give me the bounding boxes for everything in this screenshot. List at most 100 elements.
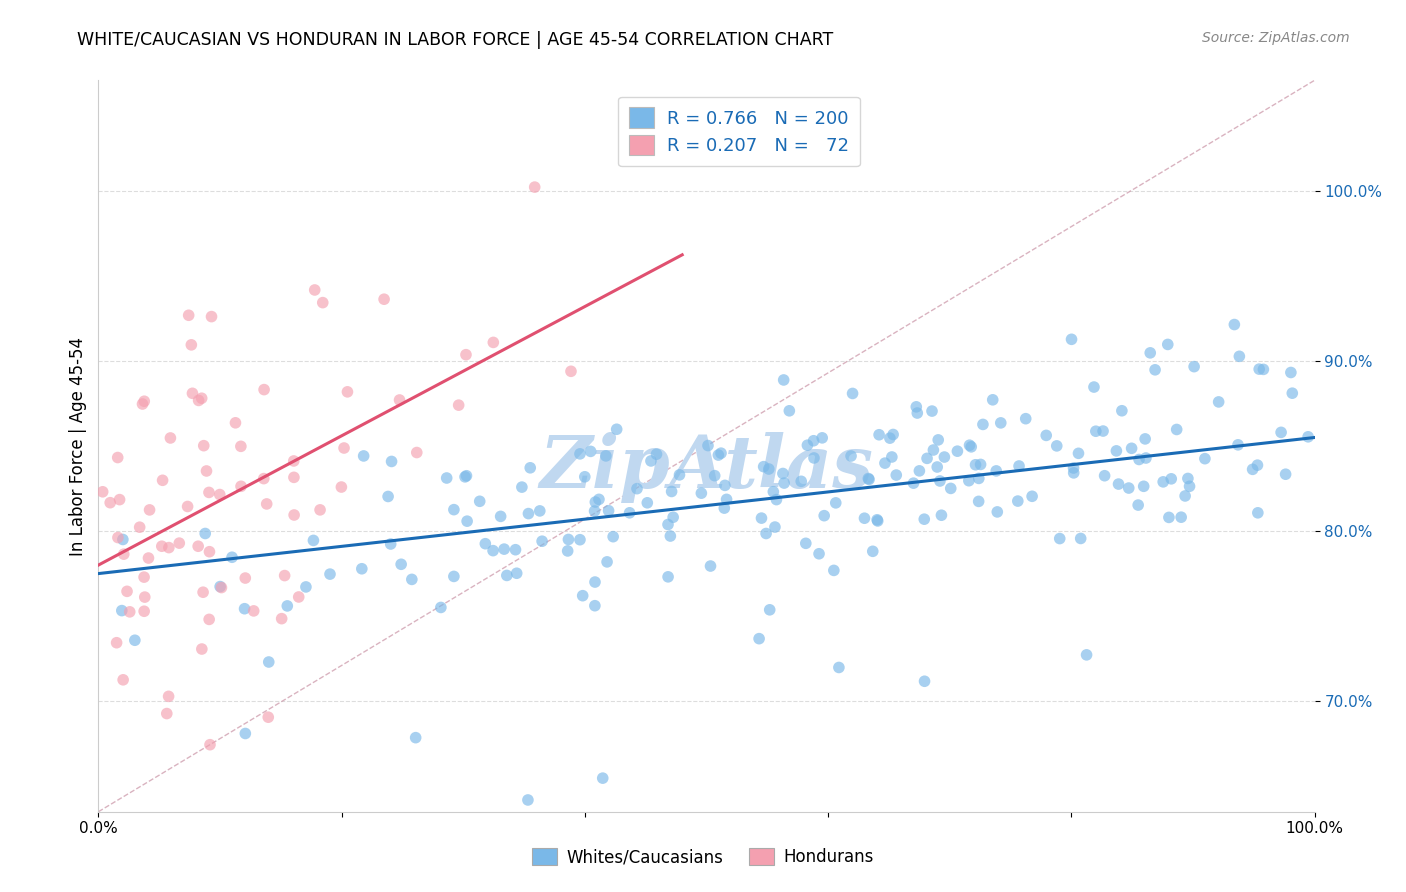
Point bbox=[934, 450, 956, 464]
Point bbox=[758, 603, 780, 617]
Point bbox=[606, 422, 628, 436]
Point bbox=[181, 386, 204, 401]
Point bbox=[765, 492, 787, 507]
Point bbox=[187, 539, 209, 553]
Point bbox=[456, 468, 478, 483]
Point bbox=[489, 509, 512, 524]
Point bbox=[967, 494, 990, 508]
Point bbox=[233, 601, 256, 615]
Point bbox=[474, 537, 496, 551]
Point bbox=[772, 373, 794, 387]
Point bbox=[1160, 472, 1182, 486]
Point bbox=[1249, 362, 1271, 376]
Point bbox=[762, 484, 785, 499]
Point bbox=[1227, 438, 1250, 452]
Point bbox=[751, 511, 773, 525]
Point bbox=[1281, 386, 1303, 401]
Point bbox=[752, 459, 775, 474]
Point bbox=[1118, 481, 1140, 495]
Point bbox=[1063, 466, 1085, 480]
Point bbox=[209, 581, 232, 595]
Point bbox=[169, 536, 191, 550]
Point bbox=[1021, 489, 1043, 503]
Point bbox=[1157, 337, 1180, 351]
Point bbox=[209, 580, 232, 594]
Point bbox=[1132, 479, 1154, 493]
Point bbox=[981, 392, 1004, 407]
Point bbox=[253, 383, 276, 397]
Point bbox=[200, 310, 222, 324]
Point bbox=[273, 568, 295, 582]
Point bbox=[868, 427, 890, 442]
Point bbox=[454, 470, 477, 484]
Point bbox=[505, 566, 527, 581]
Point bbox=[1084, 424, 1107, 438]
Point bbox=[134, 394, 156, 409]
Point bbox=[1133, 432, 1156, 446]
Point bbox=[915, 451, 938, 466]
Point bbox=[803, 450, 825, 465]
Point bbox=[336, 384, 359, 399]
Point bbox=[112, 673, 135, 687]
Point bbox=[1092, 424, 1115, 438]
Point bbox=[319, 567, 342, 582]
Point bbox=[198, 738, 221, 752]
Point bbox=[157, 690, 180, 704]
Point bbox=[1111, 403, 1133, 417]
Point bbox=[224, 416, 246, 430]
Point bbox=[405, 445, 427, 459]
Point bbox=[657, 517, 679, 532]
Point bbox=[595, 449, 617, 463]
Point bbox=[1241, 462, 1264, 476]
Point bbox=[134, 590, 156, 604]
Point bbox=[519, 460, 541, 475]
Point bbox=[640, 454, 662, 468]
Point bbox=[619, 506, 641, 520]
Point bbox=[233, 726, 256, 740]
Point bbox=[583, 599, 606, 613]
Point bbox=[661, 484, 683, 499]
Point bbox=[389, 558, 412, 572]
Point bbox=[221, 550, 243, 565]
Point bbox=[571, 589, 593, 603]
Point bbox=[283, 454, 305, 468]
Point bbox=[748, 632, 770, 646]
Point bbox=[905, 400, 928, 414]
Point bbox=[1247, 506, 1270, 520]
Point bbox=[1046, 439, 1069, 453]
Point bbox=[1144, 363, 1167, 377]
Point bbox=[242, 604, 264, 618]
Point bbox=[1178, 479, 1201, 493]
Point bbox=[302, 533, 325, 548]
Point bbox=[256, 497, 278, 511]
Point bbox=[1067, 446, 1090, 460]
Point bbox=[529, 504, 551, 518]
Point bbox=[569, 447, 592, 461]
Point bbox=[583, 504, 606, 518]
Point bbox=[811, 431, 834, 445]
Point bbox=[972, 417, 994, 432]
Point bbox=[866, 514, 889, 528]
Point bbox=[662, 510, 685, 524]
Point bbox=[990, 416, 1012, 430]
Point bbox=[1139, 346, 1161, 360]
Point bbox=[905, 406, 928, 420]
Point bbox=[229, 479, 252, 493]
Point bbox=[1194, 451, 1216, 466]
Point bbox=[1223, 318, 1246, 332]
Point bbox=[468, 494, 491, 508]
Point bbox=[1128, 498, 1150, 512]
Point bbox=[1063, 461, 1085, 475]
Point bbox=[1049, 532, 1071, 546]
Point bbox=[150, 539, 173, 553]
Point bbox=[568, 533, 591, 547]
Point bbox=[156, 706, 179, 721]
Point bbox=[191, 585, 214, 599]
Point bbox=[714, 478, 737, 492]
Point bbox=[330, 480, 353, 494]
Point bbox=[405, 731, 427, 745]
Point bbox=[699, 559, 721, 574]
Point bbox=[557, 544, 579, 558]
Point bbox=[1060, 332, 1083, 346]
Point bbox=[772, 467, 794, 481]
